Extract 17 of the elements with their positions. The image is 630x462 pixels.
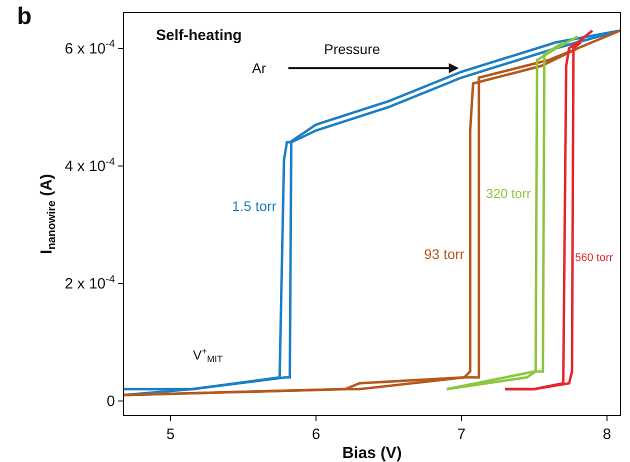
y-tick-label: 6 x 10$^{-4}$ <box>64 38 116 58</box>
x-tick-label: 8 <box>602 426 612 443</box>
text: b <box>17 3 32 30</box>
y-tick-label: 4 x 10$^{-4}$ <box>64 156 116 176</box>
annotation: Ar <box>252 60 266 76</box>
series-label: 560 torr <box>575 252 614 264</box>
series-label: 1.5 torr <box>232 198 277 214</box>
series-label: 93 torr <box>424 246 465 262</box>
x-tick-label: 7 <box>457 426 466 443</box>
y-tick-label: 0 <box>106 393 115 410</box>
y-tick-label: 2 x 10$^{-4}$ <box>64 273 116 293</box>
x-tick-label: 6 <box>312 426 320 443</box>
annotation: Self-heating <box>156 27 242 44</box>
x-axis-title: Bias (V) <box>342 445 402 462</box>
annotation: Pressure <box>324 41 380 57</box>
series-label: 320 torr <box>486 186 532 201</box>
x-tick-label: 5 <box>166 426 175 443</box>
